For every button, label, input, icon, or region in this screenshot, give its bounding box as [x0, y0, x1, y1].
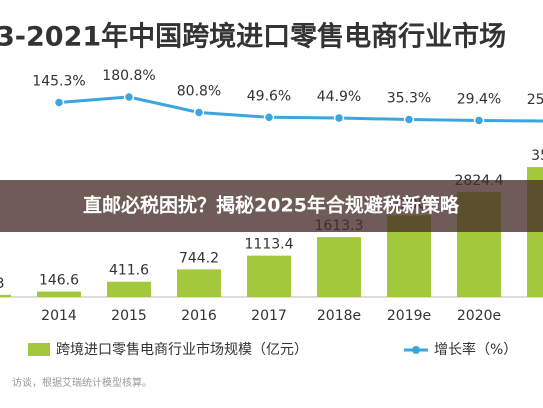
- growth-value-label: 35.3%: [387, 91, 431, 107]
- growth-value-label: 44.9%: [317, 89, 361, 105]
- source: 访谈，根据艾瑞统计模型核算。: [12, 376, 152, 389]
- growth-point: [193, 107, 205, 118]
- banner: [0, 180, 543, 232]
- x-tick-label: 2016: [181, 308, 217, 324]
- growth-point: [333, 112, 345, 124]
- growth-value-label: 49.6%: [247, 88, 291, 104]
- bar: [0, 294, 11, 297]
- growth-value-label: 25.2%: [527, 92, 543, 108]
- bar-value-label: 3500: [531, 148, 543, 164]
- x-tick-label: 2020e: [457, 308, 501, 324]
- legend-label: 增长率（%）: [434, 341, 517, 358]
- bar-value-label: 1113.4: [245, 237, 294, 253]
- x-tick-label: 2017: [251, 308, 287, 324]
- growth-value-label: 80.8%: [177, 83, 221, 99]
- growth-value-label: 29.4%: [457, 91, 501, 107]
- x-tick-label: 2014: [41, 308, 77, 324]
- growth-value-label: 145.3%: [32, 73, 85, 89]
- growth-point: [263, 112, 275, 123]
- bar: [247, 255, 291, 297]
- x-tick-label: 2019e: [387, 308, 431, 324]
- growth-point: [123, 91, 135, 103]
- bar: [37, 291, 81, 297]
- legend-point: [412, 346, 420, 354]
- growth-value-label: 180.8%: [102, 68, 155, 84]
- bar: [317, 237, 361, 297]
- bar-value-label: 744.2: [179, 250, 219, 266]
- growth-point: [53, 97, 65, 108]
- bar: [107, 281, 151, 297]
- growth-point: [403, 114, 415, 125]
- legend-label: 跨境进口零售电商行业市场规模（亿元）: [56, 341, 308, 358]
- bar-value-label: 146.6: [39, 273, 79, 289]
- bar-value-label: 411.6: [109, 263, 149, 279]
- growth-point: [473, 115, 485, 126]
- growth-line: [58, 95, 543, 123]
- banner-text: 直邮必税困扰？揭秘2025年合规避税新策略: [83, 194, 460, 217]
- x-tick-label: 2015: [111, 308, 147, 324]
- chart-title: 3-2021年中国跨境进口零售电商行业市场: [0, 21, 506, 53]
- x-tick-label: 2018e: [317, 308, 361, 324]
- bar-value-label: 58.3: [0, 276, 5, 292]
- bar: [177, 269, 221, 297]
- legend-swatch: [28, 343, 50, 356]
